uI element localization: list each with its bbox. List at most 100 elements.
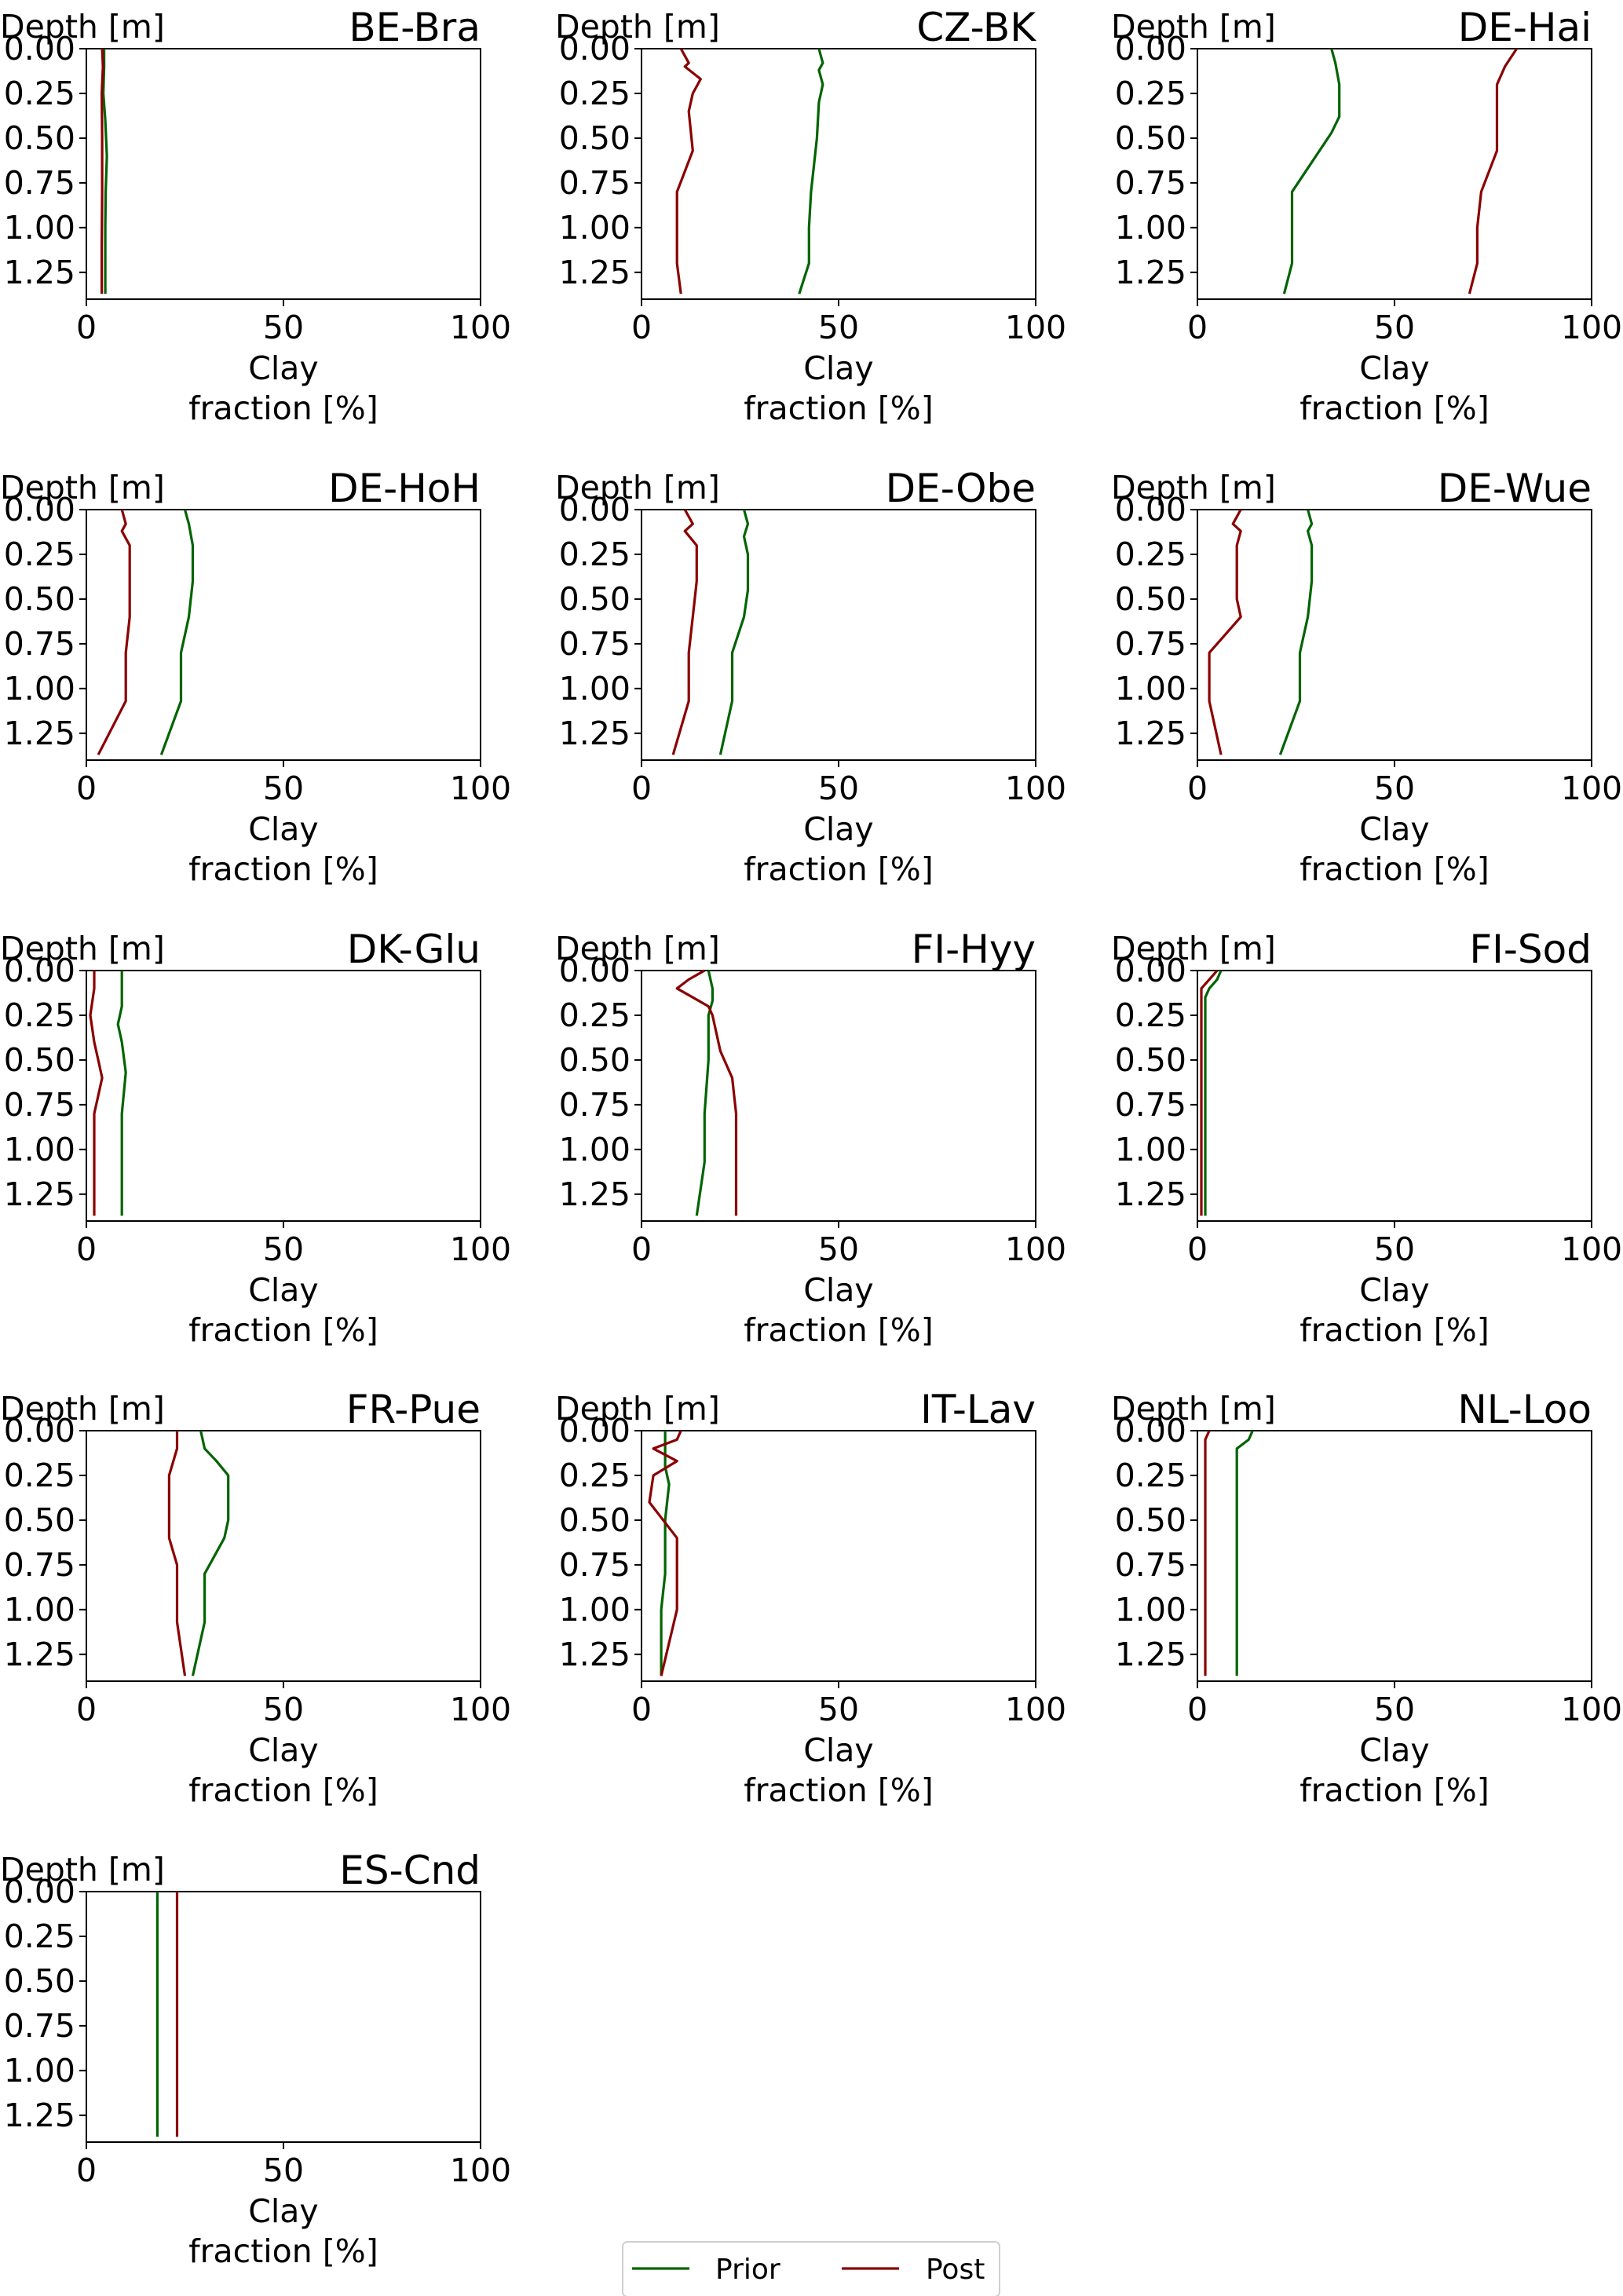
panel-cz-bk: CZ-BK Depth [m]0.00 0.25 0.50 0.75 1.00 1.250 5… <box>555 5 1066 427</box>
x-axis-label-line: fraction [%] <box>1299 1311 1489 1349</box>
y-tick-label: 1.25 <box>559 1636 631 1673</box>
series-line-prior <box>1278 509 1314 755</box>
x-tick-label: 0 <box>76 1691 97 1728</box>
legend: Prior Post <box>622 2241 1000 2296</box>
x-tick-label: 100 <box>1005 1691 1066 1728</box>
panel-title: FI-Hyy <box>912 927 1036 972</box>
x-axis-label-line: Clay <box>1359 810 1429 848</box>
y-axis-label: Depth [m] <box>0 1390 165 1428</box>
y-tick-label: 0.00 <box>4 952 75 989</box>
x-tick-label: 0 <box>1187 770 1208 807</box>
x-tick-label: 100 <box>1561 309 1622 346</box>
series-line-prior <box>1235 1430 1254 1676</box>
y-tick-label: 0.00 <box>4 30 75 68</box>
x-tick-label: 0 <box>76 2152 97 2189</box>
x-axis-label-line: fraction [%] <box>744 850 933 888</box>
x-tick-label: 100 <box>1561 1691 1622 1728</box>
panel-title: DE-Hai <box>1458 5 1592 50</box>
x-tick-label: 0 <box>76 770 97 807</box>
series-line-post <box>675 969 738 1216</box>
y-tick-label: 1.25 <box>4 2097 75 2134</box>
axes-frame <box>86 1430 481 1682</box>
panel-title: FR-Pue <box>346 1387 481 1432</box>
y-tick-label: 1.25 <box>4 715 75 752</box>
axes-frame <box>641 509 1036 761</box>
x-tick-label: 50 <box>818 1691 859 1728</box>
x-tick-label: 100 <box>450 1230 511 1268</box>
y-tick-label: 1.00 <box>4 670 75 707</box>
series-line-post <box>675 48 702 294</box>
panel-de-hoh: DE-HoH Depth [m]0.00 0.25 0.50 0.75 1.00 1.250… <box>0 466 511 888</box>
y-tick-label: 0.00 <box>1115 952 1186 989</box>
series-line-post <box>167 1431 187 1676</box>
legend-post-label: Post <box>926 2254 985 2286</box>
y-tick-label: 1.00 <box>1115 1591 1186 1629</box>
x-axis-label: Clay fraction [%] <box>188 1731 378 1809</box>
y-tick-label: 1.00 <box>1115 209 1186 247</box>
y-axis-label: Depth [m] <box>555 8 720 46</box>
axes-frame <box>641 1430 1036 1682</box>
x-axis-label-line: Clay <box>803 1271 873 1309</box>
x-tick-label: 100 <box>1561 1230 1622 1268</box>
y-tick-label: 0.75 <box>4 625 75 663</box>
panel-it-lav: IT-Lav Depth [m]0.00 0.25 0.50 0.75 1.00 1.250… <box>555 1387 1066 1809</box>
axes-frame <box>86 48 481 300</box>
series-line-prior <box>102 49 108 294</box>
legend-frame <box>622 2241 1000 2296</box>
y-tick-label: 0.50 <box>4 119 75 157</box>
y-tick-label: 0.25 <box>4 536 75 573</box>
x-tick-label: 50 <box>1374 770 1415 807</box>
axes-frame <box>86 970 481 1222</box>
panel-title: NL-Loo <box>1457 1387 1592 1432</box>
x-axis-label: Clay fraction [%] <box>188 1271 378 1349</box>
x-axis-label: Clay fraction [%] <box>744 1731 933 1809</box>
axes-frame <box>1197 48 1592 300</box>
y-tick-label: 1.25 <box>1115 254 1186 291</box>
y-tick-label: 0.50 <box>4 1962 75 2000</box>
x-axis-label-line: fraction [%] <box>188 1311 378 1349</box>
y-tick-label: 0.50 <box>559 1041 631 1079</box>
x-axis-label: Clay fraction [%] <box>744 349 933 427</box>
y-tick-label: 1.00 <box>559 1591 631 1629</box>
x-tick-label: 100 <box>450 2152 511 2189</box>
y-axis-label: Depth [m] <box>1111 1390 1276 1428</box>
x-tick-label: 50 <box>263 1230 304 1268</box>
y-tick-label: 0.00 <box>4 491 75 528</box>
x-axis-label-line: fraction [%] <box>1299 389 1489 427</box>
panel-dk-glu: DK-Glu Depth [m]0.00 0.25 0.50 0.75 1.00 1.250… <box>0 927 511 1349</box>
y-axis-label: Depth [m] <box>1111 8 1276 46</box>
x-axis-label-line: fraction [%] <box>188 1771 378 1809</box>
series-line-prior <box>660 1431 671 1676</box>
y-tick-label: 0.25 <box>4 1457 75 1494</box>
y-tick-label: 0.75 <box>1115 625 1186 663</box>
x-tick-label: 0 <box>631 1691 652 1728</box>
x-axis-label: Clay fraction [%] <box>1299 1271 1489 1349</box>
x-tick-label: 0 <box>1187 1691 1208 1728</box>
x-axis-label-line: fraction [%] <box>744 389 933 427</box>
x-axis-label-line: Clay <box>803 810 873 848</box>
x-axis-label-line: fraction [%] <box>744 1771 933 1809</box>
y-tick-label: 1.00 <box>1115 1131 1186 1168</box>
y-axis-label: Depth [m] <box>555 930 720 967</box>
x-tick-label: 50 <box>818 1230 859 1268</box>
y-tick-label: 0.75 <box>4 1086 75 1124</box>
panel-title: IT-Lav <box>920 1387 1036 1432</box>
x-tick-label: 50 <box>1374 1691 1415 1728</box>
x-axis-label-line: fraction [%] <box>744 1311 933 1349</box>
x-axis-label-line: fraction [%] <box>188 2232 378 2270</box>
y-axis-label: Depth [m] <box>1111 930 1276 967</box>
y-tick-label: 0.00 <box>1115 491 1186 528</box>
x-axis-label-line: Clay <box>248 1271 318 1309</box>
x-tick-label: 100 <box>1005 309 1066 346</box>
x-axis-label: Clay fraction [%] <box>1299 810 1489 888</box>
y-tick-label: 1.00 <box>4 209 75 247</box>
panel-title: DE-HoH <box>328 466 481 511</box>
panel-nl-loo: NL-Loo Depth [m]0.00 0.25 0.50 0.75 1.00 1.250… <box>1111 1387 1622 1809</box>
axes-frame <box>641 48 1036 300</box>
y-tick-label: 1.00 <box>4 1591 75 1629</box>
y-tick-label: 0.75 <box>4 164 75 202</box>
y-tick-label: 0.50 <box>1115 119 1186 157</box>
x-axis-label-line: Clay <box>248 1731 318 1769</box>
panel-de-hai: DE-Hai Depth [m]0.00 0.25 0.50 0.75 1.00 1.250… <box>1111 5 1622 427</box>
